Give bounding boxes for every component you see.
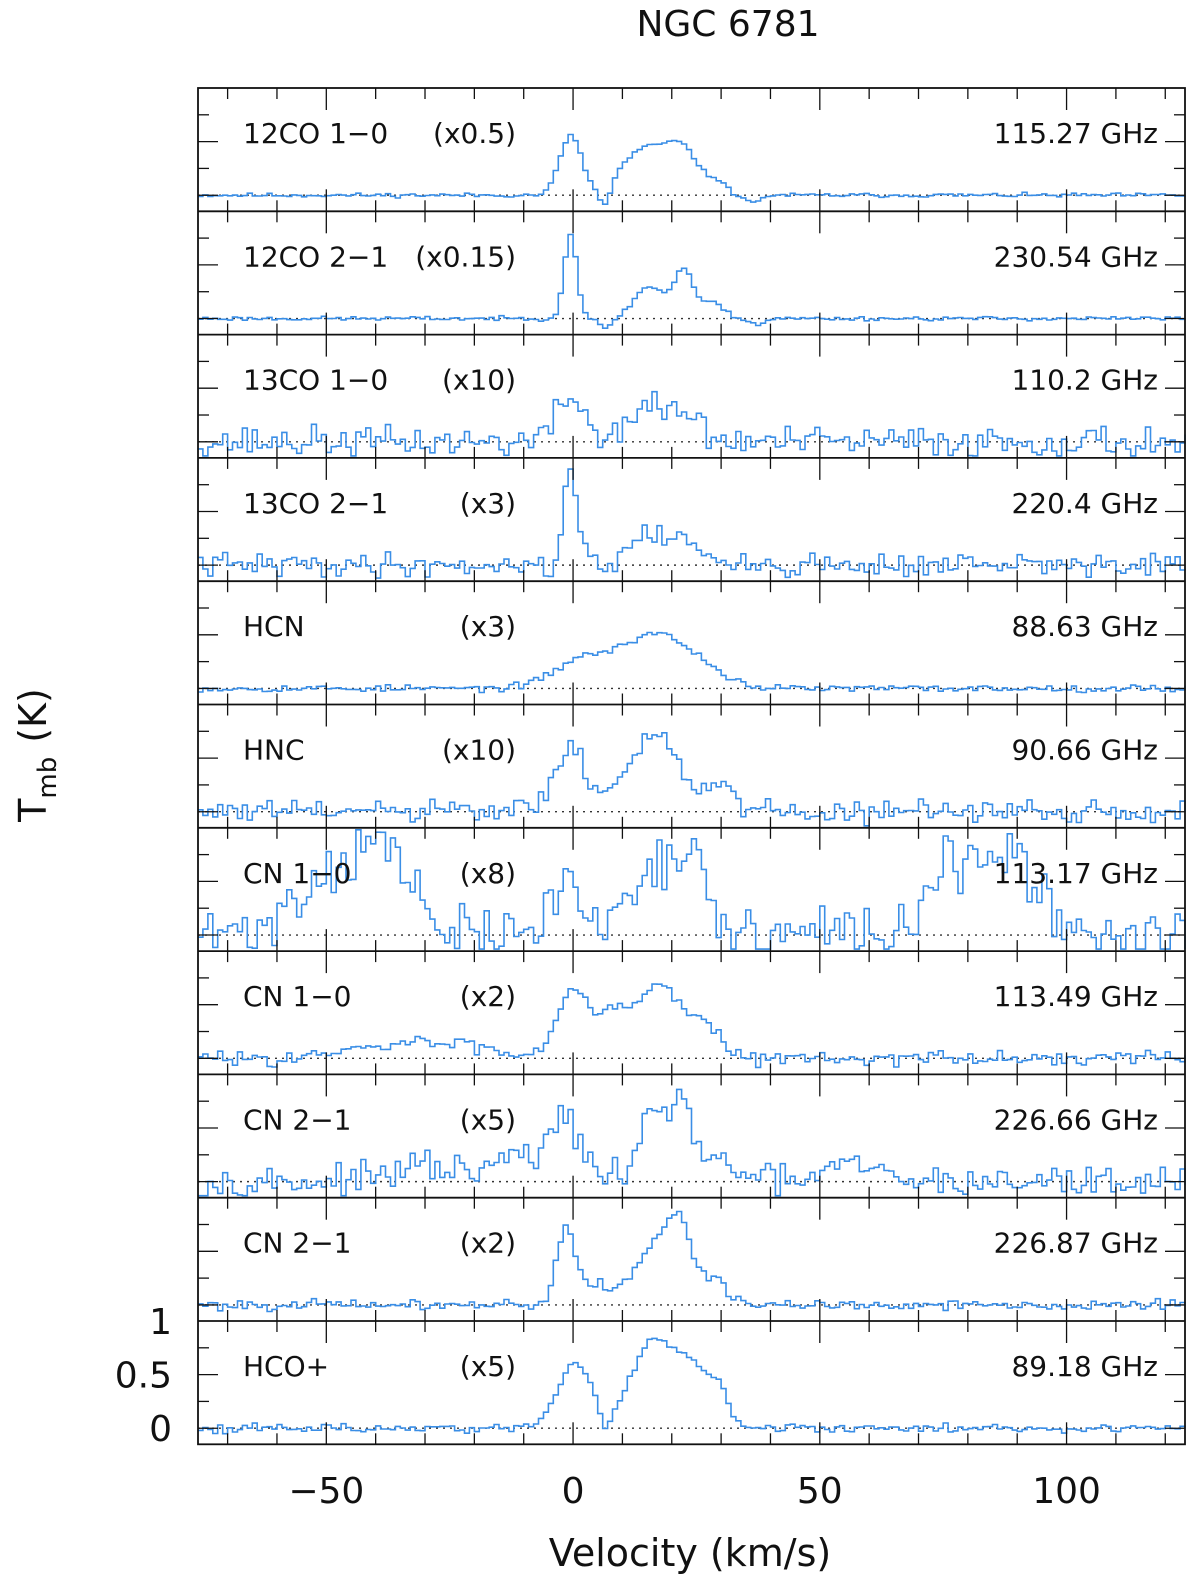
x-axis-title: Velocity (km/s) [549, 1531, 831, 1575]
panel-frequency-label: 226.66 GHz [994, 1103, 1158, 1136]
panel-line-label: CN 2−1 [243, 1103, 352, 1136]
panel-scale-label: (x5) [460, 1103, 516, 1136]
panel-frequency-label: 88.63 GHz [1011, 610, 1158, 643]
panel-scale-label: (x5) [460, 1350, 516, 1383]
spectrum-panel: CN 2−1 (x5) 226.66 GHz [198, 1073, 1186, 1198]
panel-scale-label: (x8) [460, 857, 516, 890]
y-axis-title: Tmb (K) [11, 688, 63, 823]
panel-scale-label: (x3) [460, 610, 516, 643]
panel-frequency-label: 220.4 GHz [1011, 487, 1158, 520]
svg-text:Tmb(K): Tmb (K) [11, 688, 63, 823]
spectrum-line [198, 1337, 1186, 1435]
panel-line-label: 13CO 1−0 [243, 364, 388, 397]
x-tick-label: −50 [288, 1471, 364, 1512]
panel-line-label: HNC [243, 734, 305, 767]
y-axis-title-unit: (K) [11, 688, 55, 743]
panel-line-label: HCO+ [243, 1350, 329, 1383]
panel-scale-label: (x0.15) [415, 240, 516, 273]
chart-title: NGC 6781 [636, 4, 819, 45]
panel-frequency-label: 113.49 GHz [994, 980, 1158, 1013]
y-tick-label: 1 [149, 1302, 172, 1343]
panel-scale-label: (x0.5) [433, 117, 516, 150]
spectrum-line [198, 468, 1186, 579]
x-tick-label: 0 [562, 1471, 585, 1512]
panel-line-label: CN 1−0 [243, 857, 352, 890]
spectrum-line [198, 1088, 1186, 1197]
panel-scale-label: (x2) [460, 1227, 516, 1260]
panel-line-label: 12CO 2−1 [243, 240, 388, 273]
spectrum-panel: HCO+ (x5) 89.18 GHz [198, 1320, 1186, 1445]
spectrum-panel: HNC (x10) 90.66 GHz [198, 703, 1186, 828]
spectrum-line [198, 732, 1186, 827]
panel-frequency-label: 89.18 GHz [1011, 1350, 1158, 1383]
spectrum-panel: CN 2−1 (x2) 226.87 GHz [198, 1196, 1186, 1321]
panel-scale-label: (x10) [442, 364, 516, 397]
panel-scale-label: (x2) [460, 980, 516, 1013]
panel-scale-label: (x10) [442, 734, 516, 767]
panel-line-label: 13CO 2−1 [243, 487, 388, 520]
spectrum-line [198, 233, 1186, 329]
y-tick-labels: 10.50 [115, 1302, 172, 1450]
y-axis-title-subscript: mb [33, 757, 63, 799]
panel-stack: 12CO 1−0 (x0.5) 115.27 GHz 12CO 2−1 (x0.15) 2… [197, 87, 1186, 1446]
spectrum-panel: HCN (x3) 88.63 GHz [198, 580, 1186, 705]
spectrum-line [198, 390, 1186, 457]
panel-frequency-label: 230.54 GHz [994, 240, 1158, 273]
x-tick-label: 100 [1032, 1471, 1101, 1512]
panel-scale-label: (x3) [460, 487, 516, 520]
y-axis-title-symbol: T [11, 798, 55, 823]
panel-line-label: 12CO 1−0 [243, 117, 388, 150]
spectrum-line [198, 133, 1186, 205]
panel-frequency-label: 113.17 GHz [994, 857, 1158, 890]
x-tick-labels: −50 0 50 100 [288, 1471, 1101, 1512]
spectrum-panel: CN 1−0 (x8) 113.17 GHz [198, 826, 1186, 952]
spectrum-panel: 12CO 1−0 (x0.5) 115.27 GHz [198, 88, 1186, 212]
spectrum-line [198, 1210, 1186, 1313]
panel-frequency-label: 110.2 GHz [1011, 364, 1158, 397]
spectrum-panel: 13CO 2−1 (x3) 220.4 GHz [198, 456, 1186, 582]
plot-frame [197, 87, 1186, 1446]
panel-frequency-label: 115.27 GHz [994, 117, 1158, 150]
spectrum-panel: 13CO 1−0 (x10) 110.2 GHz [198, 333, 1186, 458]
panel-frequency-label: 90.66 GHz [1011, 734, 1158, 767]
spectrum-line [198, 983, 1186, 1069]
spectrum-line [198, 829, 1186, 950]
panel-line-label: CN 1−0 [243, 980, 352, 1013]
spectrum-line [198, 631, 1186, 694]
panel-line-label: CN 2−1 [243, 1227, 352, 1260]
x-tick-label: 50 [797, 1471, 843, 1512]
y-tick-label: 0.5 [115, 1356, 172, 1397]
spectrum-panel: 12CO 2−1 (x0.15) 230.54 GHz [198, 210, 1186, 335]
panel-frequency-label: 226.87 GHz [994, 1227, 1158, 1260]
spectrum-panel: CN 1−0 (x2) 113.49 GHz [198, 950, 1186, 1075]
panel-line-label: HCN [243, 610, 305, 643]
y-tick-label: 0 [149, 1409, 172, 1450]
